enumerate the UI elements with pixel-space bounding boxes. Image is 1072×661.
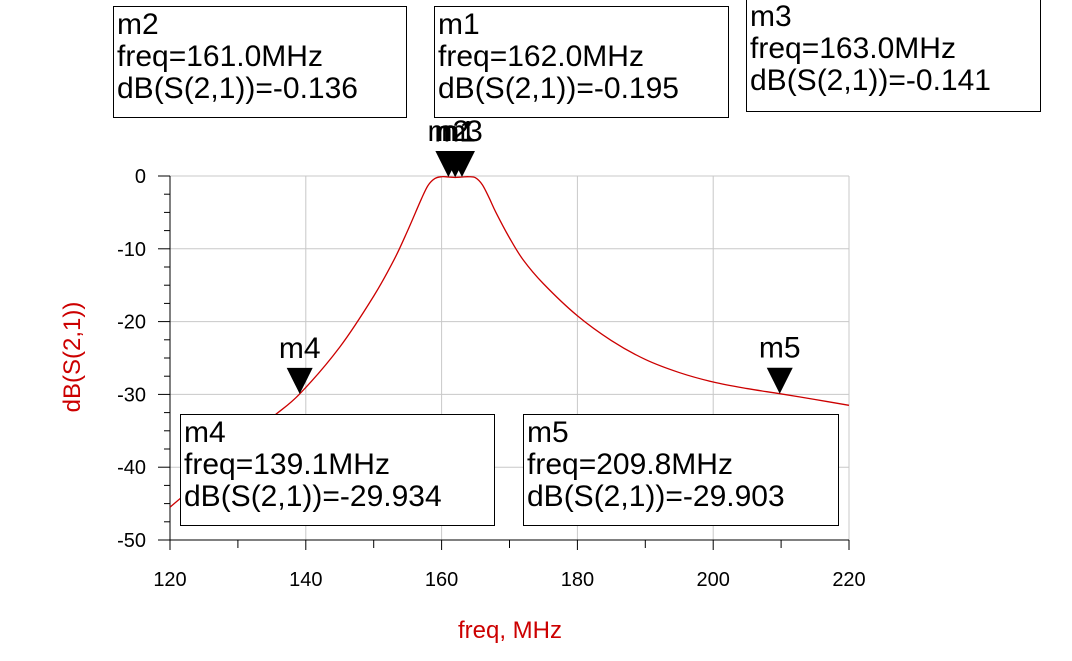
series-line: [169, 175, 850, 508]
marker-m4-triangle: [286, 367, 313, 394]
axis-ticks: 0 -10 -20 -30 -40 -50 120 140 160 180 200 220: [117, 166, 866, 591]
marker-m5-label: m5: [759, 332, 801, 365]
marker-box-title: m3: [750, 0, 792, 33]
marker-box-freq: freq=209.8MHz: [527, 448, 733, 481]
marker-box-title: m4: [184, 416, 226, 449]
marker-m2-label: m2: [428, 115, 470, 148]
marker-box-freq: freq=163.0MHz: [750, 32, 956, 65]
marker-box-value: dB(S(2,1))=-0.141: [750, 64, 991, 97]
marker-box-value: dB(S(2,1))=-29.903: [527, 480, 785, 513]
marker-m4-label: m4: [279, 332, 321, 365]
marker-box-m1[interactable]: m1 freq=162.0MHz dB(S(2,1))=-0.195: [434, 6, 729, 118]
y-tick-label: -30: [117, 384, 146, 406]
marker-box-freq: freq=139.1MHz: [184, 448, 390, 481]
x-tick-label: 120: [153, 569, 186, 591]
marker-box-m3[interactable]: m3 freq=163.0MHz dB(S(2,1))=-0.141: [746, 0, 1041, 112]
x-tick-label: 160: [425, 569, 458, 591]
curve-layer: [169, 175, 850, 508]
marker-m3-label: m3: [441, 115, 483, 148]
marker-m3-triangle: [448, 151, 475, 178]
x-tick-label: 140: [289, 569, 322, 591]
marker-box-title: m2: [117, 8, 159, 41]
marker-box-freq: freq=161.0MHz: [117, 40, 323, 73]
y-tick-label: -40: [117, 457, 146, 479]
marker-box-title: m1: [438, 8, 480, 41]
y-axis-title: dB(S(2,1)): [59, 301, 86, 413]
marker-m5-triangle: [766, 367, 793, 394]
y-tick-label: 0: [135, 166, 146, 188]
x-tick-label: 220: [832, 569, 865, 591]
marker-box-m2[interactable]: m2 freq=161.0MHz dB(S(2,1))=-0.136: [113, 6, 407, 118]
marker-m1-label: m1: [434, 115, 476, 148]
marker-box-m5[interactable]: m5 freq=209.8MHz dB(S(2,1))=-29.903: [523, 414, 839, 526]
marker-box-value: dB(S(2,1))=-0.136: [117, 72, 358, 105]
x-axis-title: freq, MHz: [457, 617, 562, 644]
marker-box-title: m5: [527, 416, 569, 449]
marker-box-freq: freq=162.0MHz: [438, 40, 644, 73]
x-tick-label: 200: [697, 569, 730, 591]
y-tick-label: -50: [117, 530, 146, 552]
marker-box-value: dB(S(2,1))=-0.195: [438, 72, 679, 105]
marker-box-m4[interactable]: m4 freq=139.1MHz dB(S(2,1))=-29.934: [180, 414, 495, 526]
x-tick-label: 180: [561, 569, 594, 591]
y-tick-label: -10: [117, 239, 146, 261]
marker-box-value: dB(S(2,1))=-29.934: [184, 480, 442, 513]
y-tick-label: -20: [117, 312, 146, 334]
